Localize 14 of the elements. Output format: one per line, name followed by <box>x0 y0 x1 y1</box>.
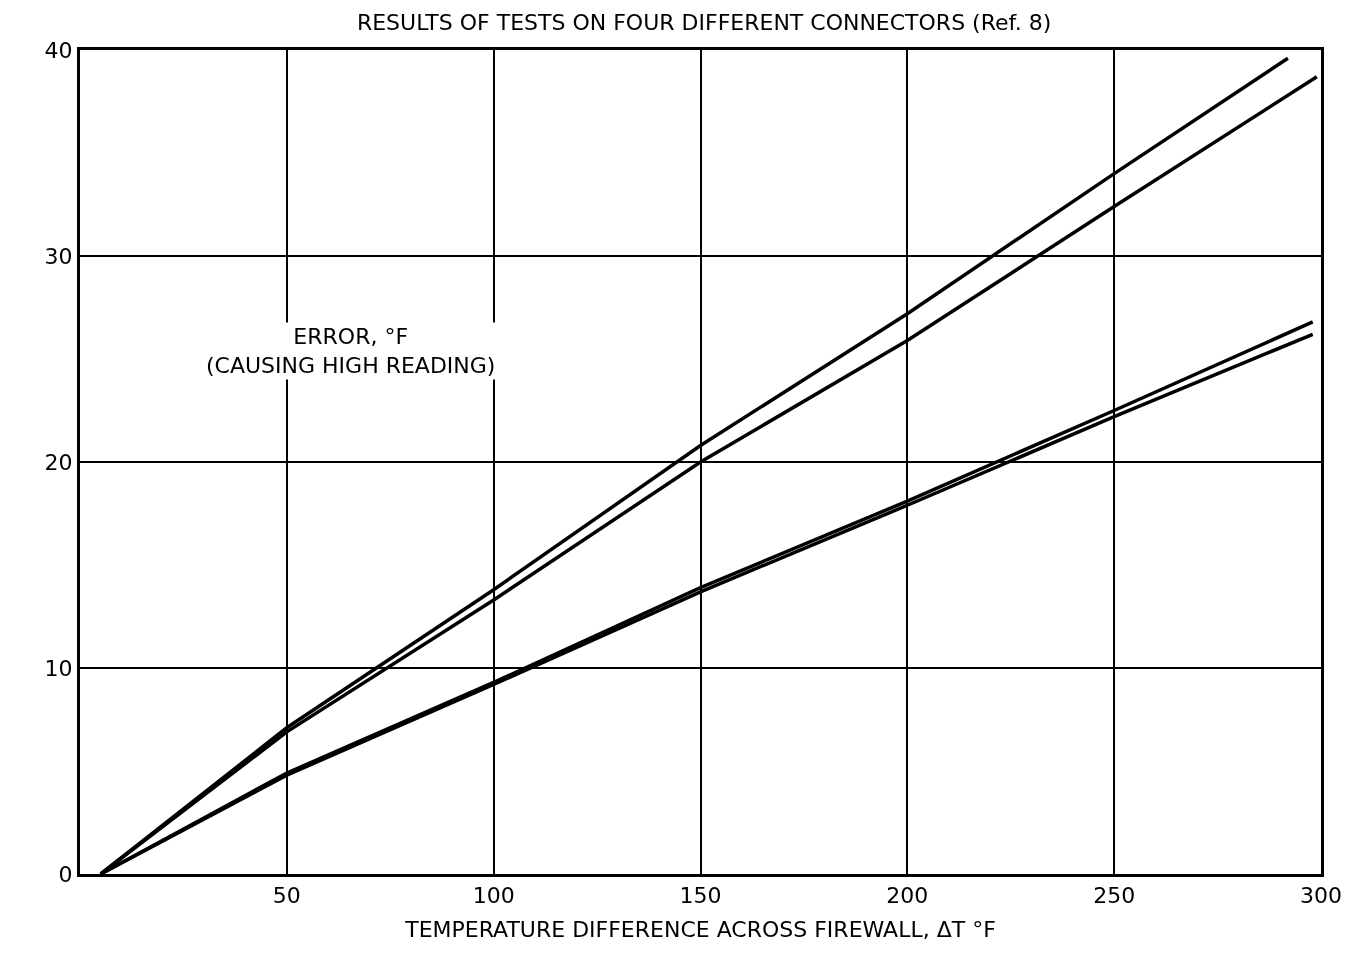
y-axis-title: ERROR, °F (CAUSING HIGH READING) <box>206 324 496 378</box>
x-tick-label: 300 <box>1300 883 1342 909</box>
y-tick-label: 40 <box>44 37 73 63</box>
x-tick-label: 50 <box>272 883 301 909</box>
x-axis-title: TEMPERATURE DIFFERENCE ACROSS FIREWALL, ΔT °F <box>404 917 996 943</box>
y-tick-label: 0 <box>58 861 73 887</box>
chart-title: RESULTS OF TESTS ON FOUR DIFFERENT CONNECTORS (Ref. 8) <box>356 9 1052 35</box>
x-tick-label: 100 <box>472 883 515 909</box>
y-tick-label: 20 <box>44 449 73 475</box>
y-tick-label: 10 <box>44 655 73 681</box>
x-tick-label: 250 <box>1093 883 1136 909</box>
y-tick-label: 30 <box>44 243 73 269</box>
x-tick-label: 200 <box>886 883 929 909</box>
x-tick-label: 150 <box>679 883 722 909</box>
